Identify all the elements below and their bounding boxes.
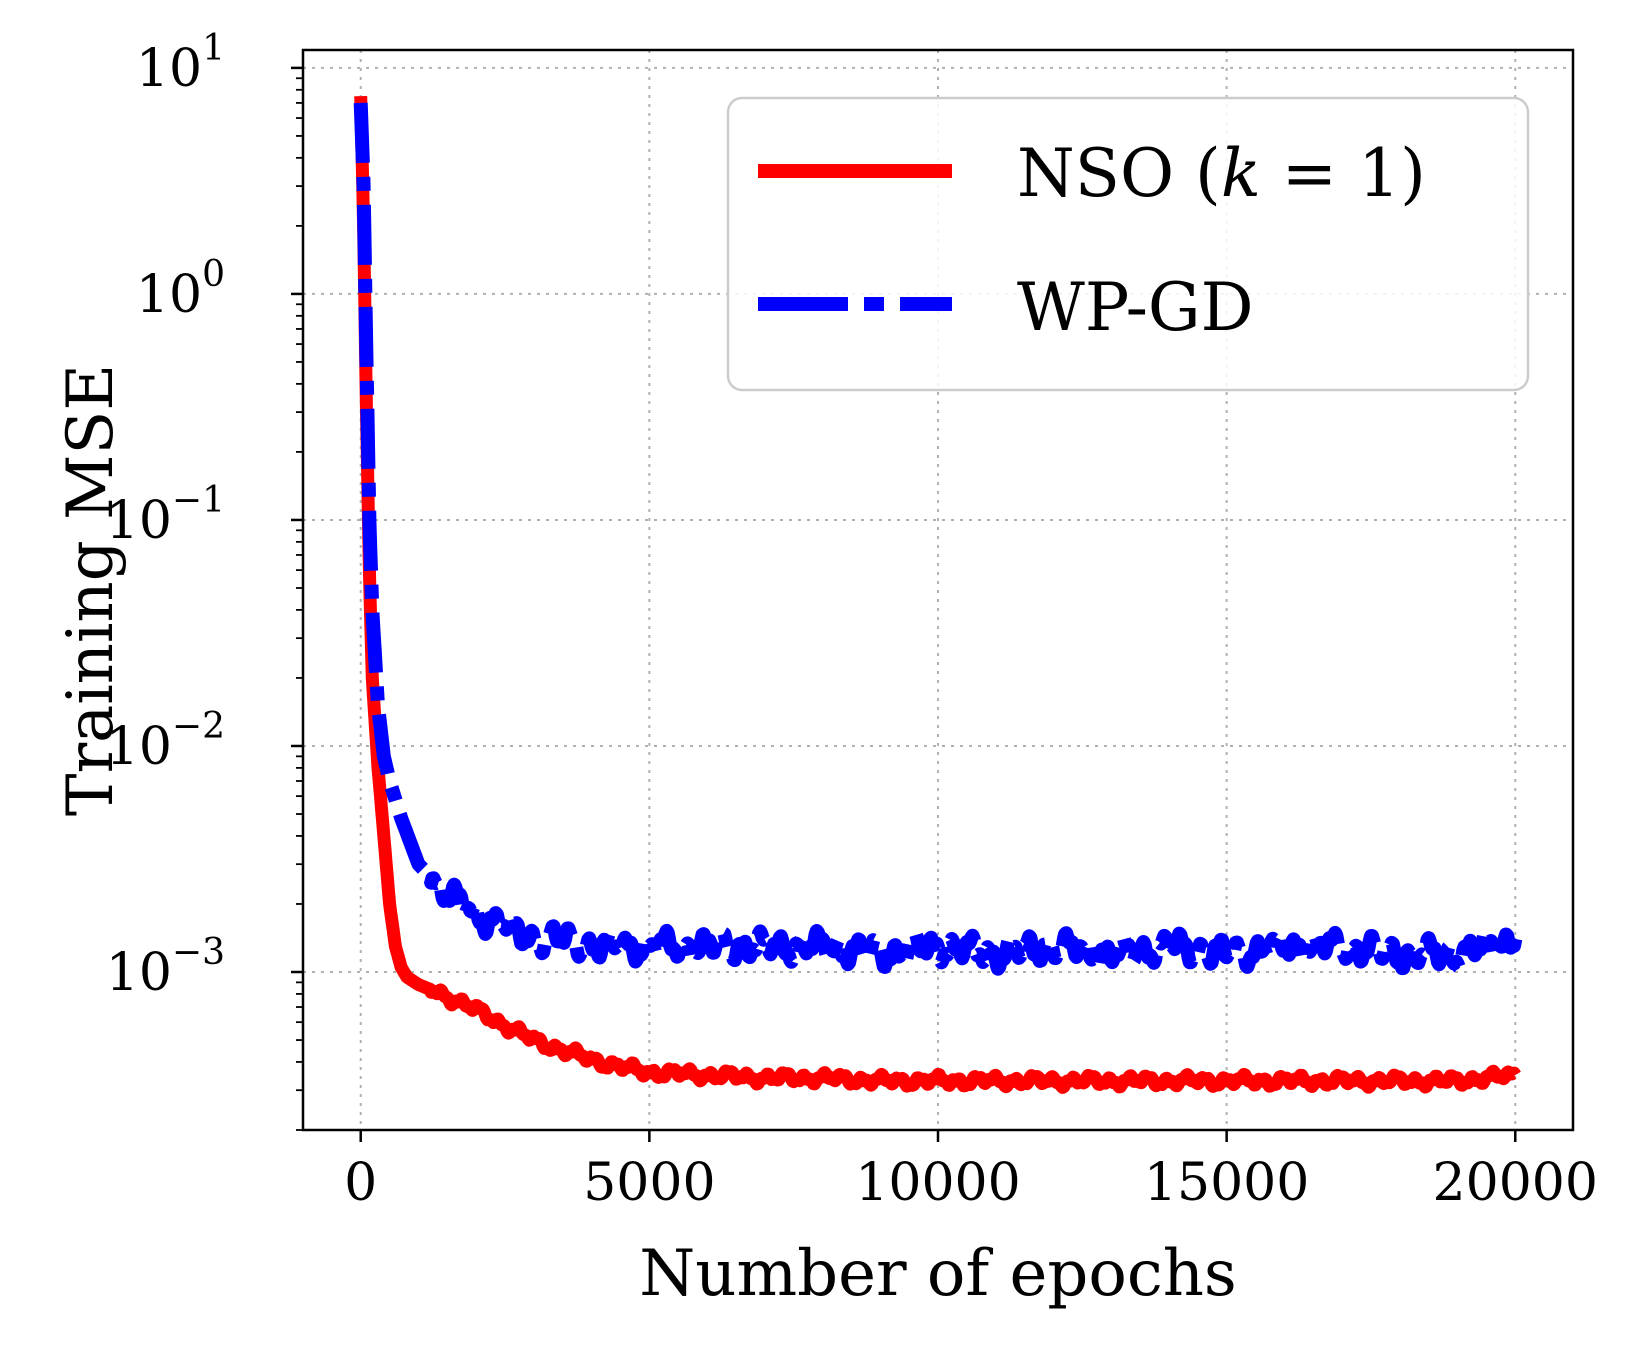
x-tick-label: 0 [344, 1153, 377, 1213]
y-axis-label: Training MSE [54, 364, 128, 816]
series-line-wpgd [353, 102, 1523, 976]
legend-label-nso: NSO (k = 1) [1017, 135, 1426, 212]
x-tick-label: 10000 [855, 1153, 1020, 1213]
x-tick-label: 20000 [1433, 1153, 1598, 1213]
y-tick-label: 10−3 [106, 932, 225, 1003]
legend-label-wpgd: WP-GD [1017, 269, 1254, 346]
legend: NSO (k = 1) WP-GD [726, 96, 1530, 392]
y-axis-ticks: 10−3 10−2 10−1 100 101 [106, 28, 303, 1003]
y-tick-label: 10−1 [106, 480, 225, 551]
x-tick-label: 5000 [583, 1153, 715, 1213]
x-axis-ticks: 0 5000 10000 15000 20000 [344, 1130, 1598, 1213]
series-line-nso [354, 95, 1521, 1094]
x-tick-label: 15000 [1144, 1153, 1309, 1213]
y-tick-label: 100 [136, 254, 225, 325]
y-tick-label: 101 [136, 28, 225, 99]
x-axis-label: Number of epochs [639, 1237, 1237, 1311]
series-layer [353, 95, 1523, 1094]
y-tick-label: 10−2 [106, 706, 225, 777]
